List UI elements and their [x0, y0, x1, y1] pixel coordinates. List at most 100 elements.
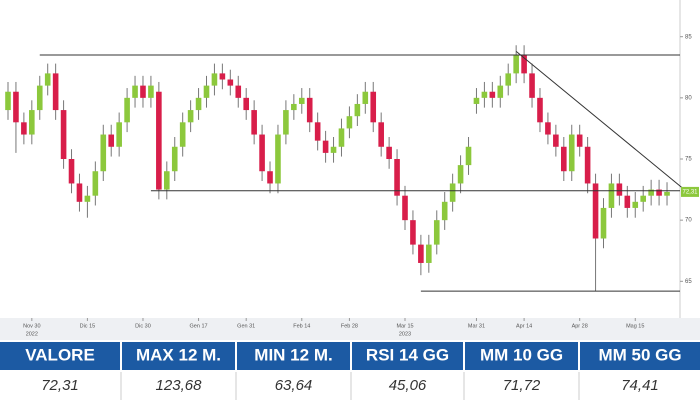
x-tick-label: Dic 15 [80, 323, 96, 329]
candle-body [600, 207, 607, 239]
table-value: 123,68 [156, 377, 203, 394]
candle-body [132, 85, 138, 98]
candle-body [211, 73, 218, 86]
candle-body [314, 122, 321, 141]
x-tick-label: Apr 14 [516, 323, 532, 329]
candle-body [76, 183, 83, 202]
y-tick-label: 70 [685, 218, 692, 224]
candle-body [505, 73, 512, 86]
candle-body [640, 195, 646, 202]
candle-body [13, 91, 19, 123]
candle-body [100, 134, 107, 172]
table-header: MIN 12 M. [254, 345, 332, 364]
candle-body [378, 122, 384, 147]
candle-body [148, 85, 154, 98]
candle-body [386, 146, 392, 159]
candle-body [187, 110, 194, 123]
x-tick-label: Feb 14 [293, 323, 310, 329]
candle-body [92, 171, 99, 196]
candle-body [632, 201, 639, 208]
candle-body [465, 146, 472, 166]
candle-body [394, 159, 400, 196]
table-header: MM 50 GG [598, 345, 681, 364]
candle-body [529, 73, 535, 98]
candle-body [203, 85, 210, 98]
table-header-cell [0, 342, 120, 370]
x-axis-strip [0, 318, 700, 340]
candle-body [521, 55, 527, 74]
y-tick-label: 85 [685, 34, 692, 40]
candle-body [267, 171, 273, 184]
candle-body [140, 85, 146, 98]
candle-body [156, 91, 162, 190]
x-tick-label: Gen 31 [237, 323, 255, 329]
candle-body [441, 201, 448, 221]
candle-body [568, 134, 575, 172]
candle-body [410, 220, 416, 245]
candle-body [124, 97, 130, 123]
candle-body [497, 85, 504, 98]
x-year-label: 2022 [26, 331, 38, 337]
candle-body [664, 191, 670, 196]
candle-body [449, 183, 456, 202]
candle-body [537, 97, 543, 123]
candle-body [21, 122, 27, 135]
candle-body [624, 195, 631, 208]
table-header: MM 10 GG [480, 345, 563, 364]
table-header-cell [237, 342, 350, 370]
table-value: 63,64 [275, 377, 313, 394]
candle-body [227, 79, 234, 86]
y-tick-label: 80 [685, 95, 692, 101]
candle-body [243, 97, 249, 111]
candle-body [513, 55, 519, 74]
candle-body [219, 73, 226, 80]
candle-body [283, 110, 289, 135]
candle-body [362, 91, 369, 104]
candle-body [481, 91, 488, 98]
y-tick-label: 65 [685, 279, 692, 285]
candle-body [354, 103, 361, 117]
candle-body [608, 183, 615, 208]
table-header-cell [122, 342, 235, 370]
candle-body [338, 128, 345, 147]
candle-body [457, 165, 464, 184]
x-tick-label: Dic 30 [135, 323, 151, 329]
candle-body [291, 103, 297, 111]
candle-body [584, 146, 591, 184]
candle-body [275, 134, 281, 184]
table-value: 72,31 [41, 377, 79, 394]
candle-body [473, 97, 480, 104]
candle-body [592, 183, 599, 239]
plot-area [0, 0, 700, 318]
x-tick-label: Nov 30 [23, 323, 40, 329]
candle-body [259, 134, 265, 172]
x-tick-label: Feb 28 [341, 323, 358, 329]
candle-body [433, 220, 440, 245]
candle-body [251, 110, 257, 135]
candle-body [616, 183, 623, 196]
table-header-cell [580, 342, 700, 370]
candle-body [656, 189, 662, 196]
candle-body [576, 134, 583, 147]
last-price-box [681, 186, 699, 197]
candle-body [164, 171, 170, 190]
candle-body [489, 91, 496, 98]
candle-body [402, 195, 408, 221]
candle-body [195, 97, 202, 111]
candle-body [298, 97, 305, 104]
table-value: 71,72 [503, 377, 541, 394]
candle-body [108, 134, 115, 147]
table-value: 74,41 [621, 377, 659, 394]
candle-body [235, 85, 242, 98]
candle-body [36, 85, 43, 111]
candle-body [171, 146, 178, 172]
trend-line [515, 50, 684, 189]
candle-body [346, 116, 353, 129]
table-header-cell [465, 342, 578, 370]
x-tick-label: Mag 15 [626, 323, 644, 329]
table-header: RSI 14 GG [366, 345, 449, 364]
candle-body [29, 110, 35, 135]
candle-body [330, 146, 337, 153]
candle-body [116, 122, 122, 147]
